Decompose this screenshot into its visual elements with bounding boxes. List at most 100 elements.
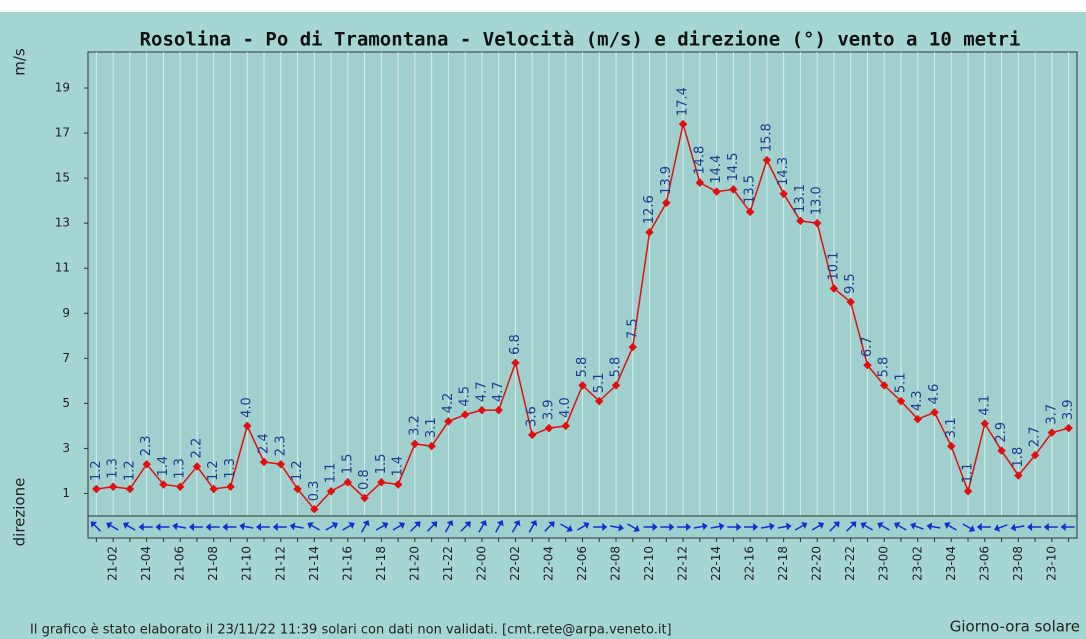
- data-label: 5.8: [609, 357, 624, 378]
- data-label: 12.6: [642, 195, 657, 224]
- data-point: [595, 396, 604, 406]
- data-point: [863, 360, 872, 370]
- arrow-head: [307, 522, 314, 529]
- data-label: 13.9: [659, 166, 674, 195]
- data-point: [410, 439, 420, 449]
- arrow-head: [718, 522, 725, 531]
- data-point: [611, 381, 621, 390]
- x-tick-label: 22-02: [508, 546, 522, 581]
- arrow-head: [1010, 523, 1017, 532]
- data-label: 1.3: [223, 458, 238, 479]
- direction-arrow: [307, 522, 320, 531]
- data-label: 2.9: [994, 422, 1009, 443]
- direction-arrow: [239, 522, 254, 531]
- arrow-head: [90, 521, 98, 528]
- data-point: [209, 484, 218, 494]
- data-label: 1.4: [156, 456, 171, 477]
- arrow-head: [785, 522, 792, 531]
- direction-arrow: [478, 520, 487, 533]
- x-tick-label: 21-12: [273, 546, 287, 581]
- x-tick-label: 21-02: [106, 546, 120, 581]
- data-label: 1.1: [324, 463, 339, 484]
- arrow-head: [381, 522, 389, 529]
- x-tick-label: 22-14: [709, 546, 723, 581]
- arrow-head: [994, 524, 1001, 532]
- arrow-head: [976, 523, 982, 531]
- data-point: [930, 408, 939, 417]
- direction-arrow: [1027, 523, 1042, 531]
- data-point: [92, 484, 101, 494]
- y-tick-label: 7: [62, 351, 70, 365]
- y-tick-label: 5: [62, 396, 70, 410]
- arrow-head: [602, 523, 608, 531]
- data-label: 1.8: [1011, 447, 1026, 468]
- direction-arrow: [222, 523, 237, 531]
- data-label: 13.5: [743, 175, 758, 204]
- x-tick-label: 22-00: [474, 546, 488, 581]
- arrow-head: [331, 522, 338, 529]
- direction-arrow: [289, 522, 304, 531]
- data-label: 4.3: [910, 390, 925, 411]
- data-label: 4.0: [240, 397, 255, 418]
- data-label: 13.1: [793, 184, 808, 213]
- data-label: 1.5: [374, 454, 389, 475]
- direction-arrow: [744, 523, 759, 531]
- data-label: 13.0: [810, 186, 825, 215]
- data-label: 3.9: [1061, 399, 1076, 420]
- y-axis-label: m/s: [11, 48, 29, 76]
- direction-arrow: [794, 522, 808, 531]
- direction-arrow: [460, 521, 471, 532]
- arrow-head: [769, 522, 775, 531]
- data-point: [544, 423, 554, 433]
- data-label: 15.8: [759, 123, 774, 152]
- data-point: [377, 477, 386, 487]
- arrow-head: [155, 523, 161, 531]
- data-label: 4.1: [977, 395, 992, 416]
- arrow-head: [205, 523, 211, 531]
- x-tick-label: 23-02: [910, 546, 924, 581]
- direction-arrow: [576, 522, 590, 531]
- direction-arrow: [410, 521, 421, 532]
- direction-arrow: [710, 522, 725, 531]
- data-label: 17.4: [676, 87, 691, 116]
- arrow-head: [652, 523, 658, 531]
- chart-title: Rosolina - Po di Tramontana - Velocità (…: [140, 29, 1021, 51]
- arrow-head: [398, 522, 406, 529]
- data-label: 4.5: [458, 386, 473, 407]
- arrow-head: [222, 523, 228, 531]
- data-point: [879, 381, 889, 390]
- arrow-head: [583, 522, 590, 529]
- direction-arrow: [426, 521, 438, 532]
- arrow-head: [702, 522, 708, 531]
- arrow-head: [446, 520, 454, 527]
- direction-arrow: [444, 520, 454, 533]
- data-label: 3.2: [407, 415, 422, 436]
- data-label: 6.7: [860, 336, 875, 357]
- direction-arrow: [90, 521, 102, 532]
- direction-arrow: [188, 523, 203, 531]
- data-label: 9.5: [843, 273, 858, 294]
- direction-arrow: [877, 522, 890, 531]
- direction-arrow: [627, 523, 640, 532]
- data-label: 14.3: [776, 157, 791, 186]
- arrow-head: [877, 522, 884, 529]
- data-point: [527, 430, 537, 440]
- data-point: [142, 459, 151, 469]
- data-point: [1064, 423, 1073, 433]
- arrow-head: [686, 523, 692, 531]
- direction-arrow: [272, 523, 287, 531]
- data-point: [192, 462, 202, 471]
- direction-arrow: [528, 520, 538, 533]
- x-tick-label: 23-04: [944, 546, 958, 581]
- data-label: 2.2: [189, 438, 204, 459]
- direction-arrow: [138, 523, 153, 531]
- direction-arrow: [392, 522, 406, 531]
- arrow-head: [633, 525, 640, 532]
- x-tick-label: 22-08: [609, 546, 623, 581]
- arrow-head: [753, 523, 759, 531]
- direction-arrow: [325, 522, 338, 531]
- arrow-head: [289, 522, 296, 531]
- data-label: 3.1: [424, 417, 439, 438]
- arrow-head: [910, 522, 917, 530]
- data-point: [1047, 428, 1057, 437]
